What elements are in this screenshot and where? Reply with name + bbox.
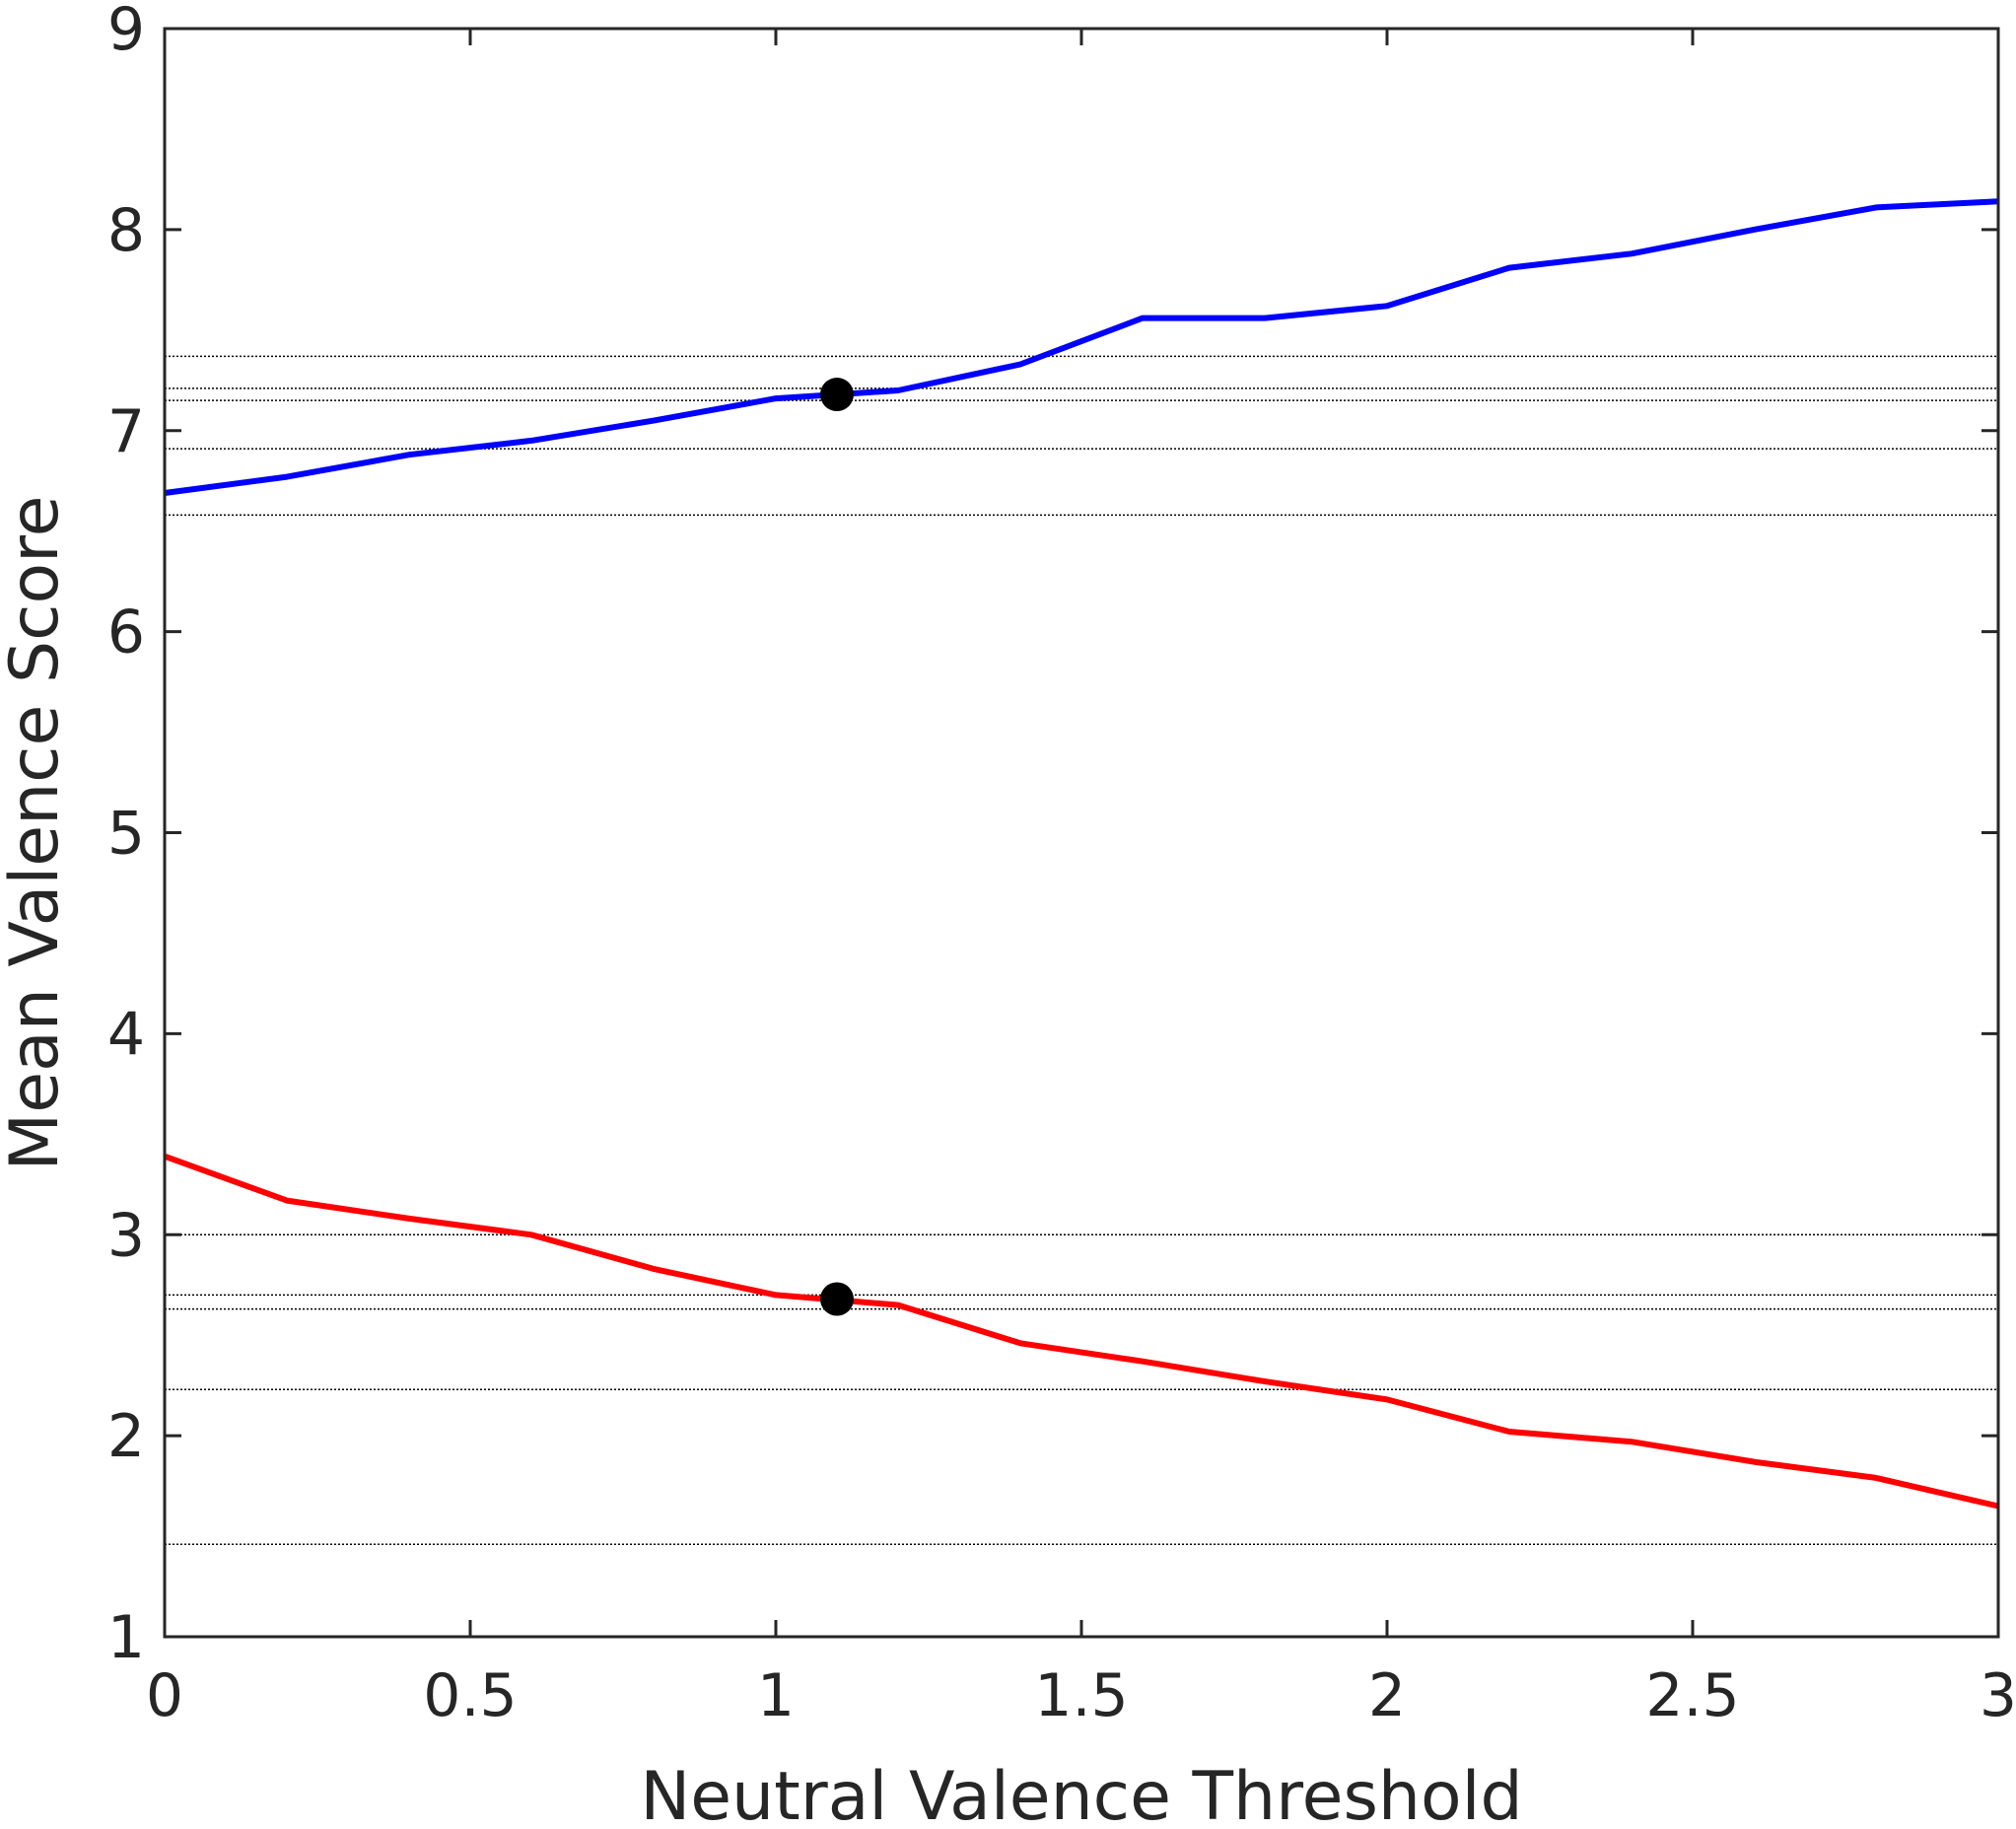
y-tick-label-4: 5 [107,800,145,869]
marker-point-0 [820,378,854,412]
y-tick-label-8: 9 [107,0,145,64]
series-line-0 [164,198,1999,496]
y-tick-label-5: 6 [107,598,145,668]
y-tick-label-7: 8 [107,196,145,265]
x-tick-label-2: 1 [757,1661,795,1730]
x-tick-label-6: 3 [1980,1661,2016,1730]
x-axis-label: Neutral Valence Threshold [640,1758,1522,1829]
x-tick-label-5: 2.5 [1645,1661,1739,1730]
y-tick-labels: 1 2 3 4 5 6 7 8 9 [107,0,145,1672]
series-line-1 [163,1153,1999,1510]
marker-point-1 [820,1282,854,1316]
y-tick-label-0: 1 [107,1603,145,1672]
x-tick-label-0: 0 [146,1661,183,1730]
y-tick-label-3: 4 [107,1000,145,1069]
x-tick-labels: 0 0.5 1 1.5 2 2.5 3 [146,1661,2016,1730]
x-tick-label-4: 2 [1368,1661,1406,1730]
x-tick-label-3: 1.5 [1034,1661,1128,1730]
series-layer [163,198,1999,1510]
y-tick-label-6: 7 [107,397,145,466]
x-tick-label-1: 0.5 [423,1661,517,1730]
y-tick-label-1: 2 [107,1402,145,1471]
y-axis-label: Mean Valence Score [0,496,74,1171]
axis-ticks [163,27,2000,1639]
marker-layer [820,378,854,1316]
y-tick-label-2: 3 [107,1201,145,1270]
